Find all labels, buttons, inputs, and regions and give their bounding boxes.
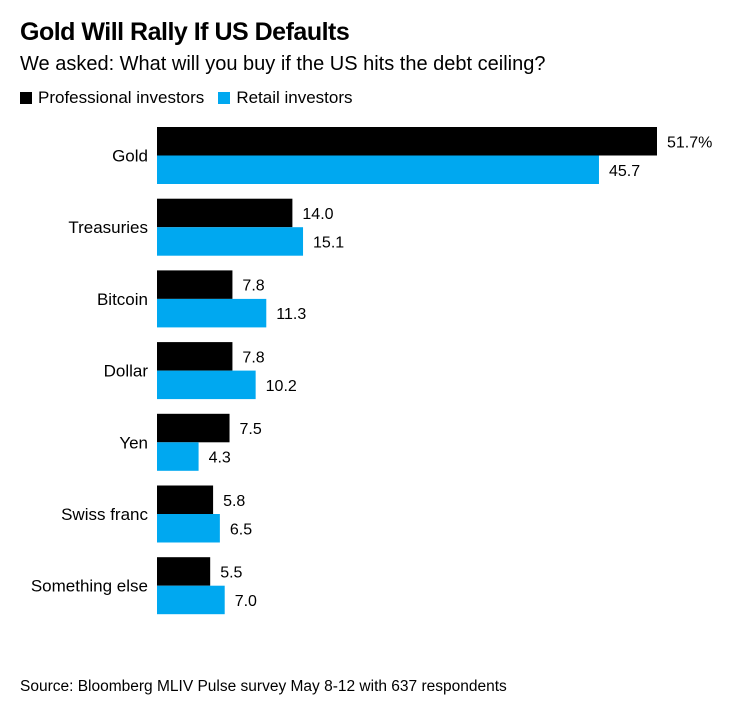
legend-swatch-retail	[218, 92, 231, 104]
bar-professional	[157, 127, 657, 156]
category-label: Something else	[31, 577, 148, 596]
value-label-retail: 6.5	[230, 521, 252, 538]
chart-subtitle: We asked: What will you buy if the US hi…	[20, 53, 546, 75]
category-label: Yen	[119, 433, 148, 452]
value-label-retail: 10.2	[266, 378, 297, 395]
value-label-retail: 45.7	[609, 163, 640, 180]
value-label-professional: 7.5	[240, 421, 262, 438]
category-label: Gold	[112, 147, 148, 166]
value-label-professional: 7.8	[242, 349, 264, 366]
legend-item-retail: Retail investors	[218, 88, 353, 108]
bar-retail	[157, 155, 599, 184]
legend-swatch-professional	[20, 92, 32, 104]
bar-professional	[157, 485, 214, 514]
bar-retail	[157, 585, 225, 615]
legend: Professional investors Retail investors	[20, 88, 367, 108]
bar-professional	[157, 198, 293, 228]
category-label: Treasuries	[68, 218, 148, 237]
category-label: Swiss franc	[61, 505, 148, 524]
value-label-retail: 4.3	[209, 450, 231, 467]
value-label-professional: 51.7%	[667, 134, 712, 151]
legend-label-professional: Professional investors	[38, 88, 205, 107]
bar-retail	[157, 442, 199, 471]
value-label-retail: 11.3	[276, 306, 306, 323]
category-label: Dollar	[104, 362, 149, 381]
legend-item-professional: Professional investors	[20, 88, 204, 108]
chart-title: Gold Will Rally If US Defaults	[20, 18, 350, 46]
category-label: Bitcoin	[97, 290, 148, 309]
bar-retail	[157, 370, 256, 400]
legend-label-retail: Retail investors	[236, 88, 353, 107]
value-label-professional: 5.5	[220, 564, 242, 581]
bar-professional	[157, 413, 230, 443]
bar-professional	[157, 557, 211, 586]
value-label-retail: 7.0	[235, 593, 257, 610]
bar-professional	[157, 270, 233, 299]
bar-retail	[157, 227, 304, 256]
source-note: Source: Bloomberg MLIV Pulse survey May …	[20, 678, 507, 695]
value-label-professional: 7.8	[242, 278, 264, 295]
value-label-professional: 5.8	[223, 493, 245, 510]
value-label-retail: 15.1	[313, 234, 344, 251]
bar-retail	[157, 514, 220, 543]
bar-professional	[157, 342, 233, 371]
bar-retail	[157, 298, 267, 328]
value-label-professional: 14.0	[302, 206, 333, 223]
